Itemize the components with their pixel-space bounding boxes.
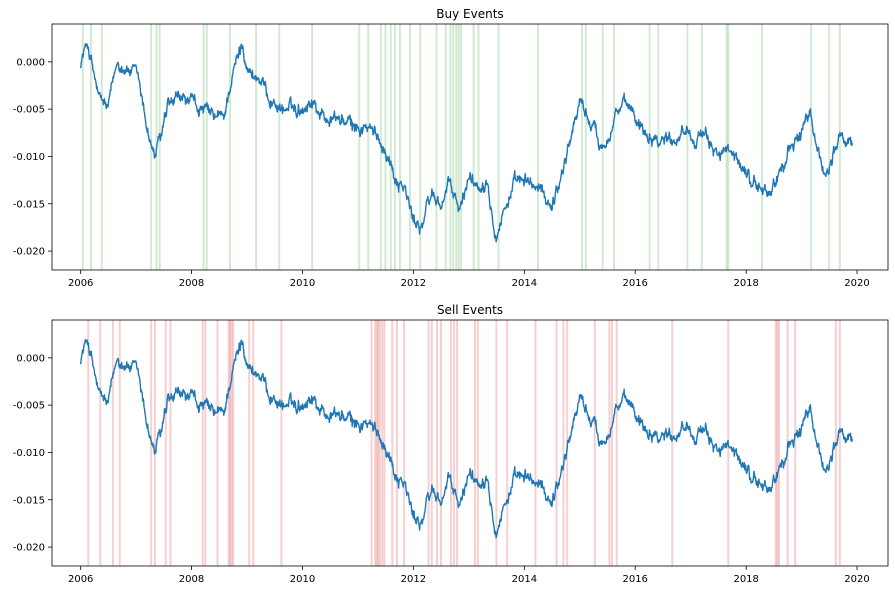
x-tick-label: 2016 xyxy=(622,278,647,289)
x-tick-label: 2016 xyxy=(622,574,647,585)
y-tick-label: -0.020 xyxy=(13,543,45,554)
x-tick-label: 2018 xyxy=(733,574,758,585)
x-tick-label: 2020 xyxy=(844,574,869,585)
x-tick-label: 2006 xyxy=(68,574,93,585)
x-tick-label: 2006 xyxy=(68,278,93,289)
y-tick-label: -0.005 xyxy=(13,105,45,116)
y-tick-label: -0.005 xyxy=(13,401,45,412)
y-tick-label: -0.015 xyxy=(13,495,45,506)
event-lines xyxy=(87,320,841,566)
series-line xyxy=(80,339,853,539)
event-lines xyxy=(81,24,841,270)
x-tick-label: 2020 xyxy=(844,278,869,289)
x-tick-label: 2008 xyxy=(179,278,204,289)
x-tick-label: 2010 xyxy=(290,574,315,585)
x-tick-label: 2014 xyxy=(512,278,537,289)
y-tick-label: -0.015 xyxy=(13,199,45,210)
chart-title: Sell Events xyxy=(437,303,503,317)
series-line xyxy=(80,43,853,243)
plot-frame xyxy=(51,319,889,567)
x-tick-label: 2010 xyxy=(290,278,315,289)
chart-title: Buy Events xyxy=(436,7,503,21)
y-tick-label: -0.010 xyxy=(13,448,45,459)
y-tick-label: -0.010 xyxy=(13,152,45,163)
x-tick-label: 2012 xyxy=(401,574,426,585)
y-tick-label: 0.000 xyxy=(16,57,45,68)
x-tick-label: 2014 xyxy=(512,574,537,585)
y-tick-label: -0.020 xyxy=(13,247,45,258)
chart-panel-2: 2006 2008 2010 2012 2014 2016 2018 2020 0.000 -0.… xyxy=(13,303,889,585)
x-tick-label: 2008 xyxy=(179,574,204,585)
x-tick-label: 2018 xyxy=(733,278,758,289)
x-tick-label: 2012 xyxy=(401,278,426,289)
plot-frame xyxy=(51,23,889,271)
chart-panel-1: 2006 2008 2010 2012 2014 2016 2018 2020 0.000 -0.… xyxy=(13,7,889,289)
y-tick-label: 0.000 xyxy=(16,353,45,364)
